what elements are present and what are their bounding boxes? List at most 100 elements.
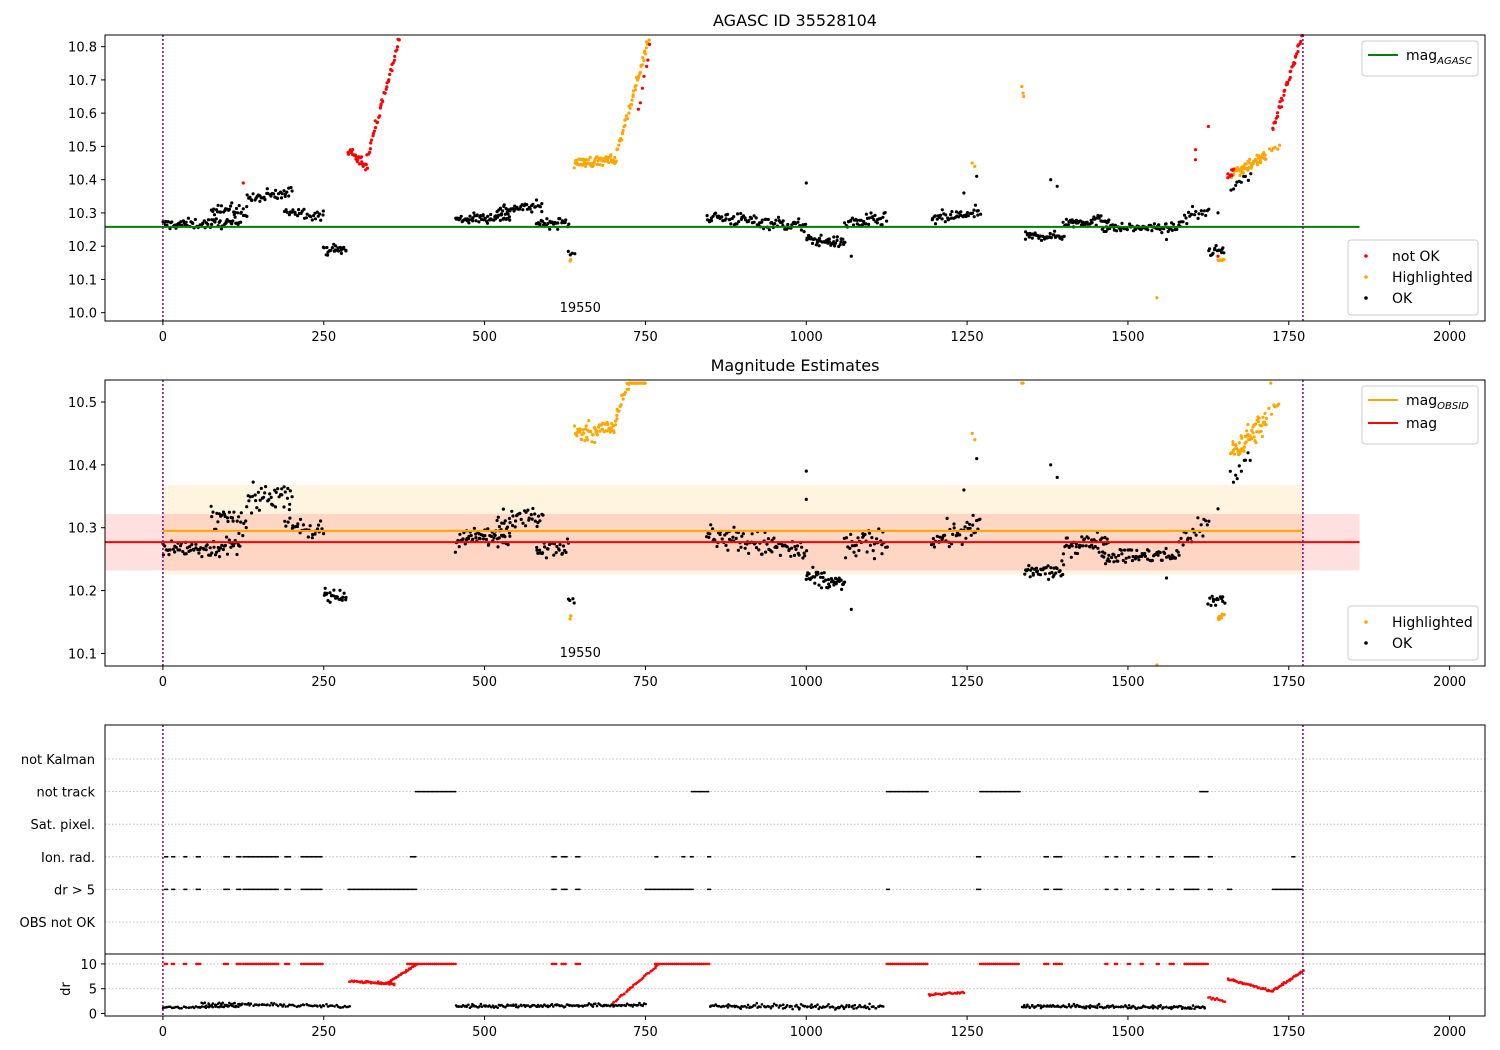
dr-point-not-ok xyxy=(1290,977,1294,981)
y-tick-label: 5 xyxy=(89,983,97,998)
point-highlighted xyxy=(620,132,625,136)
flag-marker xyxy=(657,888,660,891)
point-ok xyxy=(1135,548,1139,553)
flag-marker xyxy=(305,855,308,858)
point-highlighted xyxy=(613,155,617,160)
flag-marker xyxy=(274,855,277,858)
flag-marker xyxy=(560,888,563,891)
dr-point-not-ok xyxy=(1223,1000,1227,1003)
flag-marker xyxy=(1141,855,1143,858)
flag-marker xyxy=(1282,888,1284,891)
dr-point-ok xyxy=(782,1003,785,1006)
point-ok xyxy=(335,595,339,599)
flag-marker xyxy=(239,855,242,858)
dr-point-ok xyxy=(855,1006,858,1010)
flag-marker xyxy=(560,855,563,858)
point-ok xyxy=(968,522,972,526)
flag-marker xyxy=(1273,888,1275,891)
point-highlighted xyxy=(613,423,618,427)
dr-point-ok xyxy=(1053,1005,1056,1008)
flag-marker xyxy=(1044,888,1047,891)
point-not-ok xyxy=(1283,88,1287,92)
dr-point-ok xyxy=(520,1004,523,1008)
point-ok xyxy=(778,553,783,558)
dr-point-capped xyxy=(1187,962,1190,966)
point-ok xyxy=(1133,227,1138,231)
flag-marker xyxy=(1205,790,1208,793)
point-ok xyxy=(174,545,178,549)
point-ok xyxy=(330,246,334,250)
flag-marker xyxy=(247,855,250,858)
dr-point-not-ok xyxy=(1257,986,1261,989)
dr-point-capped xyxy=(562,962,565,966)
point-ok xyxy=(1137,558,1141,562)
point-ok xyxy=(959,210,963,214)
dr-point-ok xyxy=(348,1005,352,1008)
point-ok xyxy=(883,211,887,215)
point-highlighted xyxy=(638,70,643,74)
flag-marker xyxy=(1127,888,1129,891)
flag-marker xyxy=(656,855,659,858)
dr-point-ok xyxy=(852,1007,855,1010)
dr-point-ok xyxy=(203,1001,207,1004)
flag-marker xyxy=(411,855,413,858)
point-ok xyxy=(290,495,294,499)
point-ok xyxy=(241,207,245,211)
point-not-ok xyxy=(378,106,382,110)
flag-marker xyxy=(1188,855,1191,858)
point-highlighted xyxy=(581,428,585,432)
point-not-ok xyxy=(645,64,649,68)
dr-point-ok xyxy=(1022,1005,1025,1009)
flag-marker xyxy=(654,855,656,858)
dr-point-ok xyxy=(479,1002,483,1006)
dr-point-ok xyxy=(465,1005,469,1009)
dr-point-capped xyxy=(653,962,657,966)
flag-marker xyxy=(285,888,288,891)
point-ok xyxy=(1105,537,1109,541)
x-tick-label: 2000 xyxy=(1433,675,1466,690)
flag-marker xyxy=(256,888,259,891)
point-ok xyxy=(336,246,340,250)
point-ok xyxy=(724,217,728,221)
point-highlighted xyxy=(621,397,625,401)
dr-point-capped xyxy=(1003,962,1007,966)
flag-marker xyxy=(382,888,384,891)
point-ok xyxy=(1156,227,1160,231)
dr-point-capped xyxy=(659,962,663,966)
point-ok xyxy=(1104,562,1108,566)
point-ok xyxy=(1074,545,1078,549)
flag-marker xyxy=(1186,888,1188,891)
dr-point-capped xyxy=(255,962,259,966)
point-highlighted xyxy=(630,98,634,102)
point-ok xyxy=(241,534,245,538)
dr-point-capped xyxy=(887,962,890,966)
point-ok xyxy=(804,222,808,226)
point-ok xyxy=(868,543,873,547)
flag-marker xyxy=(243,855,246,858)
flag-marker xyxy=(1127,855,1129,858)
flag-marker xyxy=(1204,790,1206,793)
flag-marker xyxy=(1139,855,1142,858)
point-ok xyxy=(832,583,836,587)
flag-marker xyxy=(405,888,407,891)
point-not-ok xyxy=(381,99,385,104)
flag-marker xyxy=(409,855,412,858)
point-highlighted xyxy=(1155,296,1159,300)
flag-marker xyxy=(1193,855,1196,858)
flag-marker xyxy=(311,855,314,858)
point-not-ok xyxy=(241,181,245,185)
point-ok xyxy=(251,192,255,196)
point-ok xyxy=(749,216,754,220)
point-ok xyxy=(339,251,343,255)
point-highlighted xyxy=(1234,169,1238,173)
point-ok xyxy=(474,532,478,536)
flag-marker xyxy=(411,888,414,891)
point-ok xyxy=(486,527,490,531)
dr-point-ok xyxy=(835,1006,838,1010)
point-ok xyxy=(734,536,738,541)
dr-point-capped xyxy=(448,962,452,966)
dr-point-capped xyxy=(550,962,554,966)
dr-point-ok xyxy=(262,1003,266,1006)
dr-point-capped xyxy=(452,962,456,966)
point-ok xyxy=(313,211,317,215)
